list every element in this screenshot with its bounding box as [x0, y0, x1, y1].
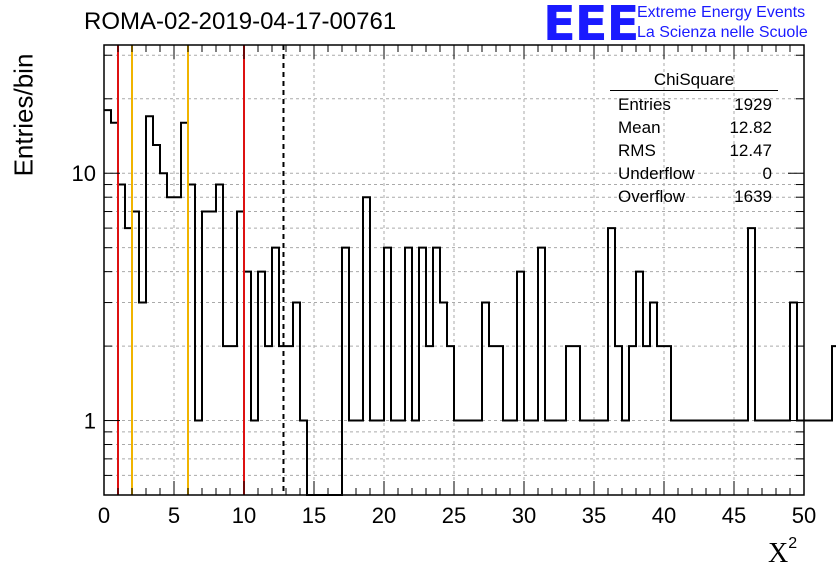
stats-row-mean: Mean 12.82	[610, 116, 778, 139]
x-tick-label: 0	[98, 503, 110, 528]
stats-value: 1639	[734, 187, 772, 206]
chart-title: ROMA-02-2019-04-17-00761	[84, 8, 397, 35]
stats-value: 12.47	[729, 141, 772, 160]
x-tick-label: 5	[168, 503, 180, 528]
x-tick-label: 30	[512, 503, 536, 528]
y-tick-label: 1	[84, 409, 96, 434]
y-axis-label-text: Entries/bin	[8, 53, 39, 177]
stats-title: ChiSquare	[610, 68, 778, 91]
logo-line-1: Extreme Energy Events	[637, 4, 806, 21]
stats-value: 1929	[734, 95, 772, 114]
x-tick-label: 45	[722, 503, 746, 528]
logo-line-2: La Scienza nelle Scuole	[637, 24, 808, 41]
stats-value: 12.82	[729, 118, 772, 137]
stats-label: Underflow	[618, 164, 695, 183]
stats-row-overflow: Overflow 1639	[610, 185, 778, 208]
y-axis-label: Entries/bin	[4, 45, 44, 185]
x-tick-label: 20	[372, 503, 396, 528]
stats-label: Mean	[618, 118, 661, 137]
stats-label: Entries	[618, 95, 671, 114]
stats-row-underflow: Underflow 0	[610, 162, 778, 185]
x-tick-label: 25	[442, 503, 466, 528]
x-tick-label: 15	[302, 503, 326, 528]
stats-row-rms: RMS 12.47	[610, 139, 778, 162]
stats-value: 0	[762, 164, 772, 183]
x-axis-label: X2	[768, 534, 798, 569]
eee-logo: EEE	[543, 0, 639, 52]
stats-box: ChiSquare Entries 1929 Mean 12.82 RMS 12.47…	[610, 68, 778, 208]
stats-label: RMS	[618, 141, 656, 160]
y-tick-label: 10	[72, 161, 96, 186]
stats-label: Overflow	[618, 187, 686, 206]
x-tick-label: 35	[582, 503, 606, 528]
x-tick-label: 50	[792, 503, 816, 528]
x-tick-label: 10	[232, 503, 256, 528]
stats-row-entries: Entries 1929	[610, 93, 778, 116]
x-tick-label: 40	[652, 503, 676, 528]
eee-logo-text: Extreme Energy Events La Scienza nelle S…	[637, 3, 808, 43]
